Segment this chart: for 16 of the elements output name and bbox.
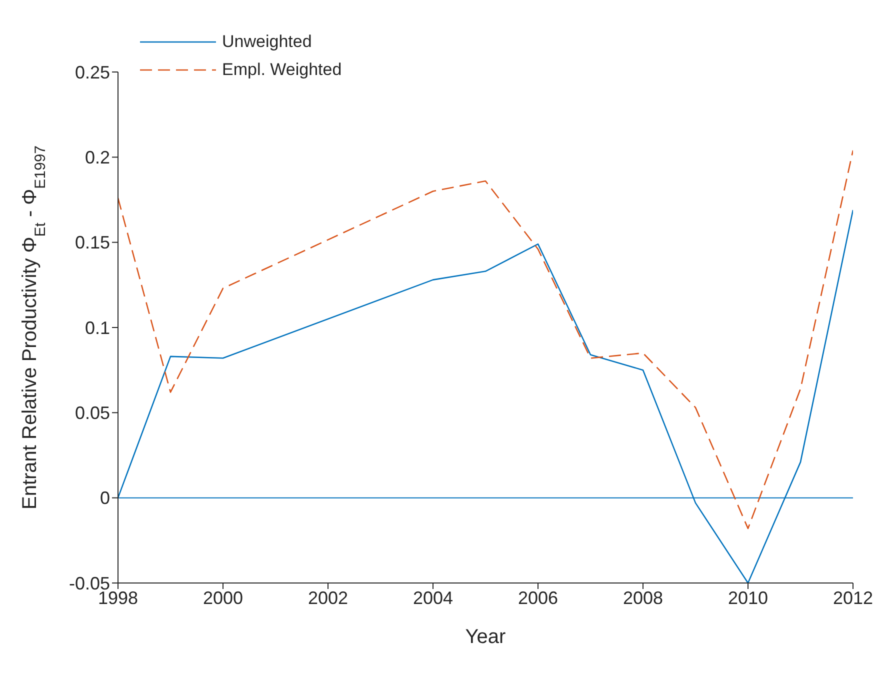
- x-tick-label: 2012: [832, 588, 874, 608]
- legend-label: Empl. Weighted: [222, 60, 342, 80]
- x-tick-label: 2010: [728, 588, 768, 608]
- x-tick-label: 2002: [308, 588, 348, 608]
- y-tick-label: 0.2: [84, 148, 110, 168]
- y-tick-label: 0.1: [84, 318, 110, 338]
- legend-label: Unweighted: [222, 32, 312, 52]
- y-tick-label: 0.05: [74, 403, 110, 424]
- x-tick-label: 2004: [412, 588, 454, 608]
- y-tick-label: 0: [100, 488, 110, 508]
- y-tick-label: 0.25: [74, 62, 110, 82]
- y-tick-label: 0.15: [74, 232, 110, 253]
- x-tick-label: 2006: [518, 588, 558, 608]
- x-axis-title: Year: [465, 626, 506, 648]
- x-tick-label: 2000: [202, 588, 244, 608]
- x-tick-label: 2008: [622, 588, 664, 608]
